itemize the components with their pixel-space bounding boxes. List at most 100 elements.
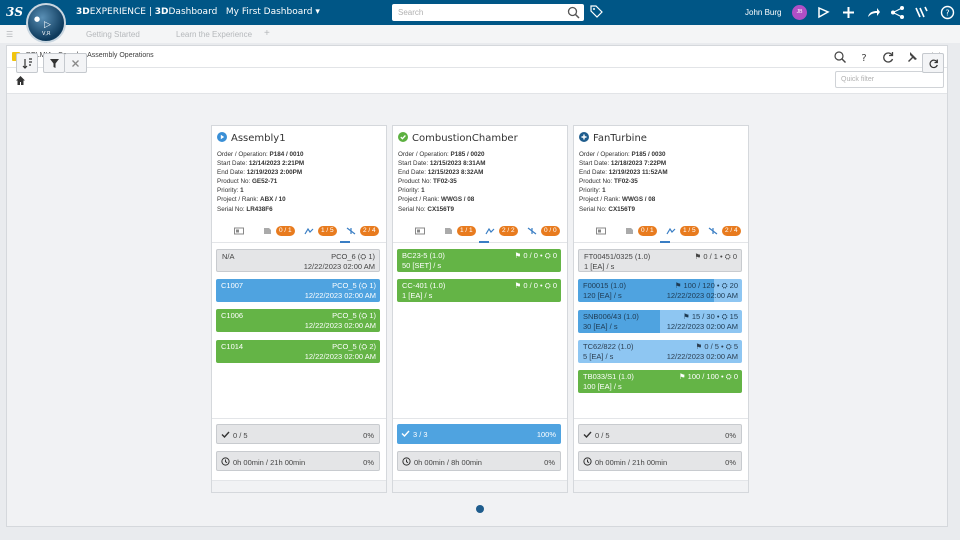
item-status: ⚑ 15 / 30 • ⛭ 15 <box>683 312 738 321</box>
item-title: FT00451/0325 (1.0) <box>584 252 651 261</box>
operation-card[interactable]: CombustionChamber Order / Operation: P185… <box>392 125 568 493</box>
info-project: Project / Rank: WWGS / 08 <box>398 196 475 204</box>
item-title: N/A <box>222 252 235 261</box>
tab-getting-started[interactable]: Getting Started <box>86 30 140 39</box>
item-title: CC-401 (1.0) <box>402 281 446 290</box>
time-bar: 0h 00min / 21h 00min 0% <box>578 451 742 471</box>
clock-icon <box>583 457 592 466</box>
operation-card[interactable]: Assembly1 Order / Operation: P184 / 0010 S… <box>211 125 387 493</box>
info-serial: Serial No: LR438F6 <box>217 205 273 213</box>
item-status: ⚑ 0 / 0 • ⛭ 0 <box>514 251 557 260</box>
operation-card[interactable]: FanTurbine Order / Operation: P185 / 0030… <box>573 125 749 493</box>
list-item[interactable]: N/A PCO_6 (⛭ 1) 12/22/2023 02:00 AM <box>216 249 380 272</box>
tab-learn-experience[interactable]: Learn the Experience <box>176 30 253 39</box>
notification-icon[interactable] <box>816 5 831 20</box>
list-item[interactable]: TC62/822 (1.0) ⚑ 0 / 5 • ⛭ 5 5 [EA] / s 12/… <box>578 340 742 363</box>
progress-bar: 0 / 5 0% <box>216 424 380 444</box>
refresh-icon <box>929 59 938 69</box>
card-title[interactable]: Assembly1 <box>217 132 286 144</box>
list-item[interactable]: FT00451/0325 (1.0) ⚑ 0 / 1 • ⛭ 0 1 [EA] / … <box>578 249 742 272</box>
close-icon <box>72 60 79 67</box>
list-item[interactable]: SNB006/43 (1.0) ⚑ 15 / 30 • ⛭ 15 30 [EA] /… <box>578 310 742 333</box>
info-priority: Priority: 1 <box>579 187 606 195</box>
ds-logo: 3S <box>6 5 24 19</box>
tab-documents-icon <box>624 227 634 235</box>
progress-bar: 3 / 3 100% <box>397 424 561 444</box>
count-badge: 2 / 2 <box>499 226 518 236</box>
info-end: End Date: 12/19/2023 11:52AM <box>579 169 668 177</box>
check-icon <box>401 430 410 438</box>
apps-icon[interactable] <box>914 5 929 20</box>
check-icon <box>583 431 592 439</box>
tab-tools-icon <box>346 227 356 235</box>
count-badge: 2 / 4 <box>722 226 741 236</box>
sort-button[interactable] <box>16 53 38 73</box>
avatar[interactable]: JB <box>792 5 807 20</box>
item-status: PCO_5 (⛭ 2) <box>332 342 376 351</box>
top-bar: 3S 3DEXPERIENCE | 3DDashboard My First D… <box>0 0 960 25</box>
info-priority: Priority: 1 <box>217 187 244 195</box>
item-title: C1007 <box>221 281 244 290</box>
count-badge: 1 / 5 <box>318 226 337 236</box>
pin-icon[interactable] <box>905 50 919 64</box>
user-name[interactable]: John Burg <box>745 8 782 17</box>
item-quantity: 1 [EA] / s <box>402 291 433 300</box>
info-product: Product No: GE52-71 <box>217 178 278 186</box>
card-title[interactable]: CombustionChamber <box>398 132 518 144</box>
share-arrow-icon[interactable] <box>866 5 881 20</box>
item-status: ⚑ 100 / 120 • ⛭ 20 <box>674 281 738 290</box>
dashboard-selector[interactable]: My First Dashboard ▾ <box>225 7 320 17</box>
search-icon[interactable] <box>567 6 580 19</box>
list-item[interactable]: F00015 (1.0) ⚑ 100 / 120 • ⛭ 20 120 [EA] /… <box>578 279 742 302</box>
help-icon[interactable]: ? <box>857 50 871 64</box>
info-product: Product No: TF02-35 <box>398 178 457 186</box>
compass-icon[interactable]: ● ▷ V,R <box>26 3 66 43</box>
chevron-down-icon: ▾ <box>315 7 320 17</box>
add-icon[interactable] <box>841 5 856 20</box>
list-item[interactable]: C1006 PCO_5 (⛭ 1) 12/22/2023 02:00 AM <box>216 309 380 332</box>
card-info: Order / Operation: P185 / 0030 Start Date… <box>579 150 668 214</box>
card-footer <box>393 480 567 492</box>
list-item[interactable]: C1007 PCO_5 (⛭ 1) 12/22/2023 02:00 AM <box>216 279 380 302</box>
filter-button[interactable] <box>43 53 65 73</box>
list-item[interactable]: BC23-5 (1.0) ⚑ 0 / 0 • ⛭ 0 50 [SET] / s <box>397 249 561 272</box>
tab-tools-icon <box>527 227 537 235</box>
quick-filter-input[interactable]: Quick filter <box>835 71 944 88</box>
item-date: 12/22/2023 02:00 AM <box>303 262 375 271</box>
clear-filter-button[interactable] <box>65 53 87 73</box>
info-serial: Serial No: CX156T9 <box>579 205 636 213</box>
list-item[interactable]: CC-401 (1.0) ⚑ 0 / 0 • ⛭ 0 1 [EA] / s <box>397 279 561 302</box>
count-badge: 0 / 0 <box>541 226 560 236</box>
info-start: Start Date: 12/14/2023 2:21PM <box>217 160 305 168</box>
item-date: 12/22/2023 02:00 AM <box>304 291 376 300</box>
home-icon[interactable] <box>15 75 26 86</box>
count-badge: 1 / 5 <box>680 226 699 236</box>
divider <box>574 418 748 419</box>
help-icon[interactable]: ? <box>940 5 955 20</box>
add-tab-icon[interactable]: + <box>264 28 270 39</box>
divider <box>212 418 386 419</box>
info-end: End Date: 12/15/2023 8:32AM <box>398 169 484 177</box>
tab-operations-icon <box>666 227 676 235</box>
play-icon: ▷ <box>44 20 51 30</box>
tab-documents-icon <box>443 227 453 235</box>
time-bar: 0h 00min / 21h 00min 0% <box>216 451 380 471</box>
time-bar: 0h 00min / 8h 00min 0% <box>397 451 561 471</box>
menu-icon[interactable]: ☰ <box>6 30 14 39</box>
info-priority: Priority: 1 <box>398 187 425 195</box>
search-icon[interactable] <box>833 50 847 64</box>
refresh-icon[interactable] <box>881 50 895 64</box>
search-input[interactable]: Search <box>392 4 584 21</box>
refresh-button[interactable] <box>922 53 944 73</box>
divider <box>393 418 567 419</box>
tag-icon[interactable] <box>590 5 603 18</box>
page-indicator[interactable] <box>476 505 484 513</box>
card-title[interactable]: FanTurbine <box>579 132 647 144</box>
brand-title: 3DEXPERIENCE | 3DDashboard My First Dash… <box>76 7 320 17</box>
list-item[interactable]: TB033/S1 (1.0) ⚑ 100 / 100 • ⛭ 0 100 [EA] … <box>578 370 742 393</box>
info-product: Product No: TF02-35 <box>579 178 638 186</box>
share-icon[interactable] <box>890 5 905 20</box>
count-badge: 1 / 1 <box>457 226 476 236</box>
list-item[interactable]: C1014 PCO_5 (⛭ 2) 12/22/2023 02:00 AM <box>216 340 380 363</box>
item-status: PCO_5 (⛭ 1) <box>332 281 376 290</box>
